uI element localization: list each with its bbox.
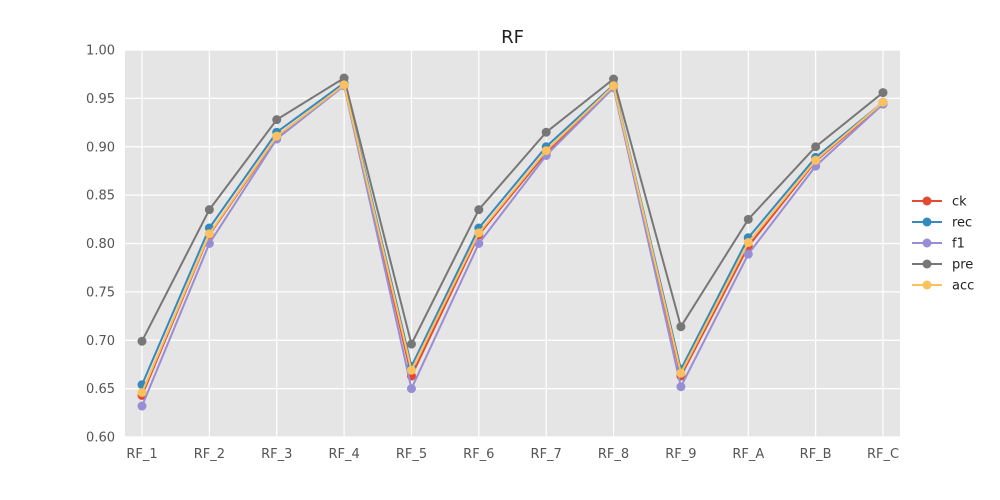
legend: ck rec f1 pre acc bbox=[912, 195, 974, 294]
y-tick-label: 0.90 bbox=[86, 140, 115, 155]
legend-item-f1: f1 bbox=[912, 237, 965, 252]
data-point-pre bbox=[474, 205, 484, 215]
axes: 0.60 0.65 0.70 0.75 0.80 0.85 0.90 0.95 1.00 RF_1… bbox=[86, 44, 899, 463]
data-point-f1 bbox=[474, 239, 484, 248]
x-tick-label: RF_C bbox=[867, 447, 899, 462]
x-tick-label: RF_2 bbox=[194, 447, 225, 462]
y-tick-label: 0.70 bbox=[86, 334, 115, 349]
data-point-pre bbox=[541, 127, 551, 137]
data-point-acc bbox=[204, 229, 214, 239]
series-lines bbox=[137, 73, 888, 411]
x-tick-label: RF_7 bbox=[531, 447, 562, 462]
data-point-acc bbox=[137, 387, 147, 397]
data-point-acc bbox=[474, 228, 484, 238]
legend-label: pre bbox=[952, 258, 973, 273]
data-point-pre bbox=[743, 214, 753, 224]
data-point-f1 bbox=[676, 382, 686, 392]
legend-item-pre: pre bbox=[912, 258, 973, 273]
data-point-pre bbox=[811, 142, 821, 152]
x-tick-label: RF_B bbox=[800, 447, 832, 462]
data-point-acc bbox=[878, 97, 888, 107]
y-tick-label: 0.95 bbox=[86, 92, 115, 107]
x-tick-label: RF_A bbox=[732, 447, 764, 462]
data-point-f1 bbox=[743, 249, 753, 259]
legend-label: f1 bbox=[952, 237, 965, 252]
legend-marker bbox=[922, 259, 932, 269]
data-point-acc bbox=[743, 238, 753, 248]
x-tick-label: RF_6 bbox=[463, 447, 494, 462]
legend-item-ck: ck bbox=[912, 195, 967, 210]
data-point-pre bbox=[878, 88, 888, 98]
data-point-pre bbox=[339, 73, 349, 83]
y-tick-label: 0.85 bbox=[86, 189, 115, 204]
chart-title: RF bbox=[501, 27, 524, 48]
legend-marker bbox=[922, 238, 932, 248]
data-point-pre bbox=[137, 336, 147, 346]
x-tick-label: RF_1 bbox=[126, 447, 157, 462]
x-tick-label: RF_9 bbox=[665, 447, 696, 462]
legend-item-rec: rec bbox=[912, 216, 972, 231]
data-point-acc bbox=[339, 80, 349, 90]
data-point-acc bbox=[541, 146, 551, 156]
series-line-pre bbox=[141, 76, 884, 347]
legend-marker bbox=[922, 280, 932, 290]
y-tick-label: 0.65 bbox=[86, 382, 115, 397]
series-pre bbox=[137, 73, 888, 349]
x-tick-label: RF_4 bbox=[328, 447, 359, 462]
data-point-pre bbox=[204, 205, 214, 215]
legend-marker bbox=[922, 217, 932, 227]
y-tick-label: 1.00 bbox=[86, 44, 115, 59]
series-line-rec bbox=[141, 81, 884, 386]
legend-label: acc bbox=[952, 279, 974, 294]
x-tick-label: RF_8 bbox=[598, 447, 629, 462]
series-line-f1 bbox=[141, 84, 884, 407]
y-tick-label: 0.60 bbox=[86, 431, 115, 446]
y-tick-label: 0.75 bbox=[86, 285, 115, 300]
data-point-pre bbox=[406, 339, 416, 349]
legend-label: ck bbox=[952, 195, 967, 210]
data-point-acc bbox=[609, 81, 619, 91]
data-point-pre bbox=[609, 74, 619, 84]
data-point-f1 bbox=[137, 401, 147, 411]
data-point-pre bbox=[676, 322, 686, 332]
data-point-acc bbox=[406, 365, 416, 375]
legend-label: rec bbox=[952, 216, 972, 231]
legend-item-acc: acc bbox=[912, 279, 974, 294]
series-acc bbox=[137, 80, 888, 397]
y-tick-label: 0.80 bbox=[86, 237, 115, 252]
data-point-f1 bbox=[406, 384, 416, 394]
legend-marker bbox=[922, 196, 932, 206]
data-point-pre bbox=[272, 115, 282, 125]
data-point-acc bbox=[811, 155, 821, 165]
data-point-acc bbox=[676, 368, 686, 378]
x-tick-label: RF_3 bbox=[261, 447, 292, 462]
series-line-acc bbox=[141, 83, 884, 393]
data-point-acc bbox=[272, 131, 282, 141]
x-tick-label: RF_5 bbox=[396, 447, 427, 462]
